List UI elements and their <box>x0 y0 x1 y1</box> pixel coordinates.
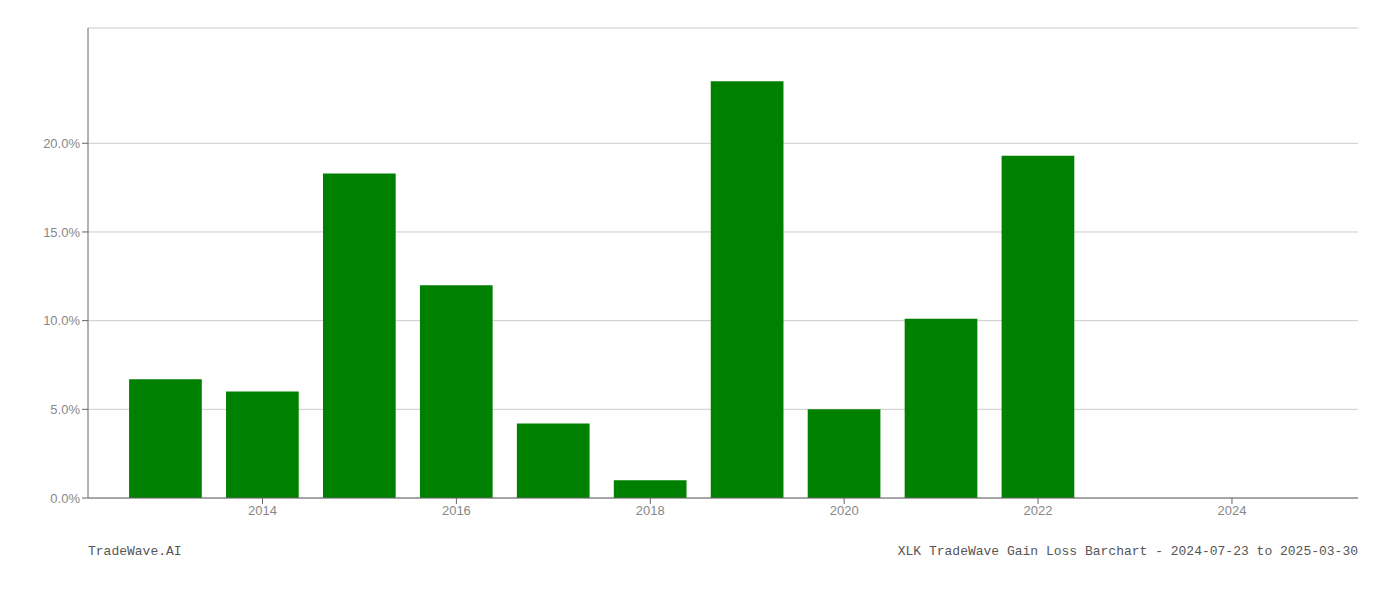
svg-text:2020: 2020 <box>830 503 859 518</box>
svg-text:5.0%: 5.0% <box>50 402 80 417</box>
svg-text:2016: 2016 <box>442 503 471 518</box>
svg-text:2018: 2018 <box>636 503 665 518</box>
html-text:XLK TradeWave Gain Loss Barcha: XLK TradeWave Gain Loss Barchart - 2024-… <box>897 544 1358 559</box>
svg-text:2014: 2014 <box>248 503 277 518</box>
svg-text:2024: 2024 <box>1218 503 1247 518</box>
svg-text:15.0%: 15.0% <box>43 225 80 240</box>
html-text:TradeWave.AI: TradeWave.AI <box>88 544 182 559</box>
svg-text:20.0%: 20.0% <box>43 136 80 151</box>
svg-text:2022: 2022 <box>1024 503 1053 518</box>
svg-text:0.0%: 0.0% <box>50 491 80 506</box>
svg-text:10.0%: 10.0% <box>43 313 80 328</box>
